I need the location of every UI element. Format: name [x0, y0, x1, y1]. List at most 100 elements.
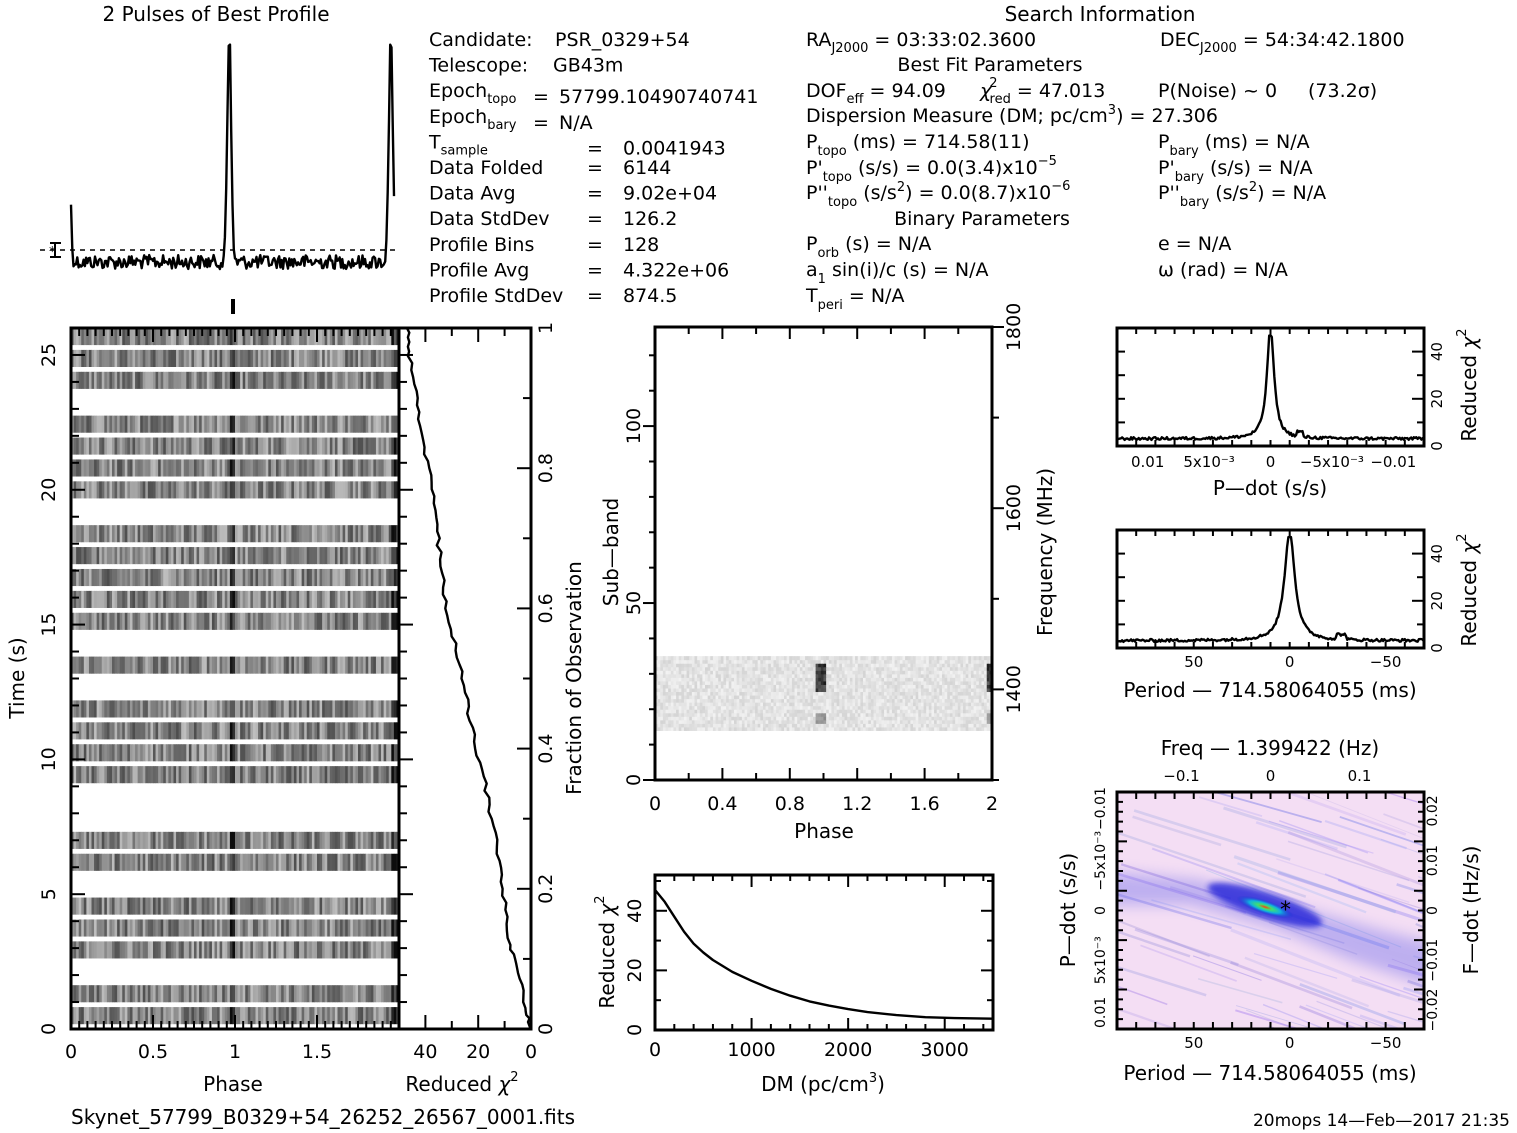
time-phase-cell: [168, 415, 172, 433]
time-phase-cell: [365, 481, 369, 499]
subband-cell: [752, 698, 756, 703]
time-phase-cell: [112, 568, 115, 587]
subband-cell: [765, 695, 769, 700]
time-phase-cell: [250, 349, 254, 367]
time-phase-cell: [368, 568, 372, 587]
subband-cell: [891, 712, 896, 717]
time-phase-cell: [168, 919, 172, 937]
time-phase-cell: [96, 831, 100, 849]
subband-cell: [910, 687, 914, 693]
time-phase-cell: [191, 919, 195, 937]
time-phase-cell: [81, 919, 85, 937]
subband-cell: [765, 684, 769, 689]
time-phase-cell: [252, 766, 256, 784]
time-phase-cell: [358, 371, 361, 389]
time-phase-cell: [355, 481, 359, 499]
time-phase-cell: [324, 744, 328, 762]
subband-cell: [862, 680, 867, 685]
time-phase-cell: [263, 612, 267, 630]
subband-cell: [868, 691, 872, 696]
time-phase-cell: [219, 328, 223, 346]
subband-cell: [699, 698, 703, 703]
time-phase-cell: [104, 744, 108, 762]
subband-cell: [681, 687, 685, 693]
subband-cell: [736, 712, 740, 717]
subband-cell: [939, 687, 943, 693]
subband-cell: [794, 687, 798, 693]
time-phase-cell: [337, 700, 341, 718]
time-phase-cell: [81, 547, 85, 565]
time-phase-cell: [191, 481, 195, 499]
time-phase-cell: [201, 328, 205, 346]
subband-cell: [944, 709, 948, 714]
subband-cell: [939, 719, 943, 724]
time-phase-cell: [227, 744, 231, 762]
time-phase-cell: [188, 700, 192, 718]
subband-cell: [857, 723, 861, 728]
subband-cell: [862, 719, 867, 724]
time-phase-cell: [311, 547, 315, 565]
subband-cell: [823, 726, 827, 731]
time-phase-cell: [183, 897, 187, 915]
subband-cell: [905, 716, 909, 721]
time-phase-cell: [352, 656, 356, 674]
time-phase-cell: [393, 547, 397, 565]
time-phase-cell: [142, 437, 146, 455]
subband-cell: [910, 723, 914, 728]
time-phase-cell: [263, 941, 267, 959]
time-phase-cell: [227, 656, 231, 674]
subband-cell: [828, 705, 832, 710]
subband-cell: [728, 726, 732, 731]
time-phase-cell: [178, 941, 182, 959]
subband-cell: [789, 716, 793, 721]
subband-cell: [818, 680, 822, 685]
subband-cell: [784, 677, 788, 682]
subband-cell: [876, 716, 880, 721]
time-phase-cell: [250, 568, 254, 587]
time-phase-cell: [178, 481, 182, 499]
subband-cell: [847, 719, 851, 724]
time-phase-cell: [265, 941, 269, 959]
time-phase-cell: [96, 481, 100, 499]
time-phase-cell: [383, 722, 387, 740]
time-phase-cell: [327, 919, 331, 937]
subband-cell: [702, 684, 706, 689]
subband-cell: [889, 684, 893, 689]
time-phase-cell: [355, 612, 359, 630]
subband-cell: [715, 719, 719, 724]
time-phase-cell: [242, 590, 246, 608]
subband-cell: [660, 709, 664, 714]
time-phase-cell: [206, 985, 210, 1003]
time-phase-cell: [378, 985, 382, 1003]
subband-cell: [705, 716, 709, 721]
time-phase-cell: [270, 897, 274, 915]
time-phase-cell: [345, 919, 349, 937]
subband-cell: [957, 702, 961, 707]
time-phase-cell: [340, 459, 344, 477]
time-phase-cell: [363, 328, 367, 346]
time-phase-cell: [91, 941, 95, 959]
subband-cell: [776, 719, 780, 724]
time-phase-cell: [217, 568, 221, 587]
subband-cell: [823, 680, 827, 685]
subband-cell: [678, 712, 682, 717]
time-phase-cell: [393, 415, 397, 433]
time-phase-cell: [155, 328, 159, 346]
subband-cell: [797, 677, 801, 682]
time-phase-cell: [327, 349, 331, 367]
time-phase-cell: [347, 985, 351, 1003]
time-phase-cell: [104, 897, 108, 915]
subband-cell: [855, 719, 859, 724]
subband-cell: [836, 712, 840, 717]
subband-cell: [836, 687, 840, 693]
time-phase-cell: [373, 744, 377, 762]
subband-cell: [897, 698, 901, 703]
time-phase-cell: [381, 831, 385, 849]
time-phase-cell: [78, 525, 82, 543]
subband-cell: [655, 698, 659, 703]
subband-cell: [689, 726, 693, 731]
time-phase-cell: [214, 371, 218, 389]
subband-cell: [955, 698, 959, 703]
time-phase-cell: [227, 437, 231, 455]
time-phase-cell: [306, 941, 310, 959]
